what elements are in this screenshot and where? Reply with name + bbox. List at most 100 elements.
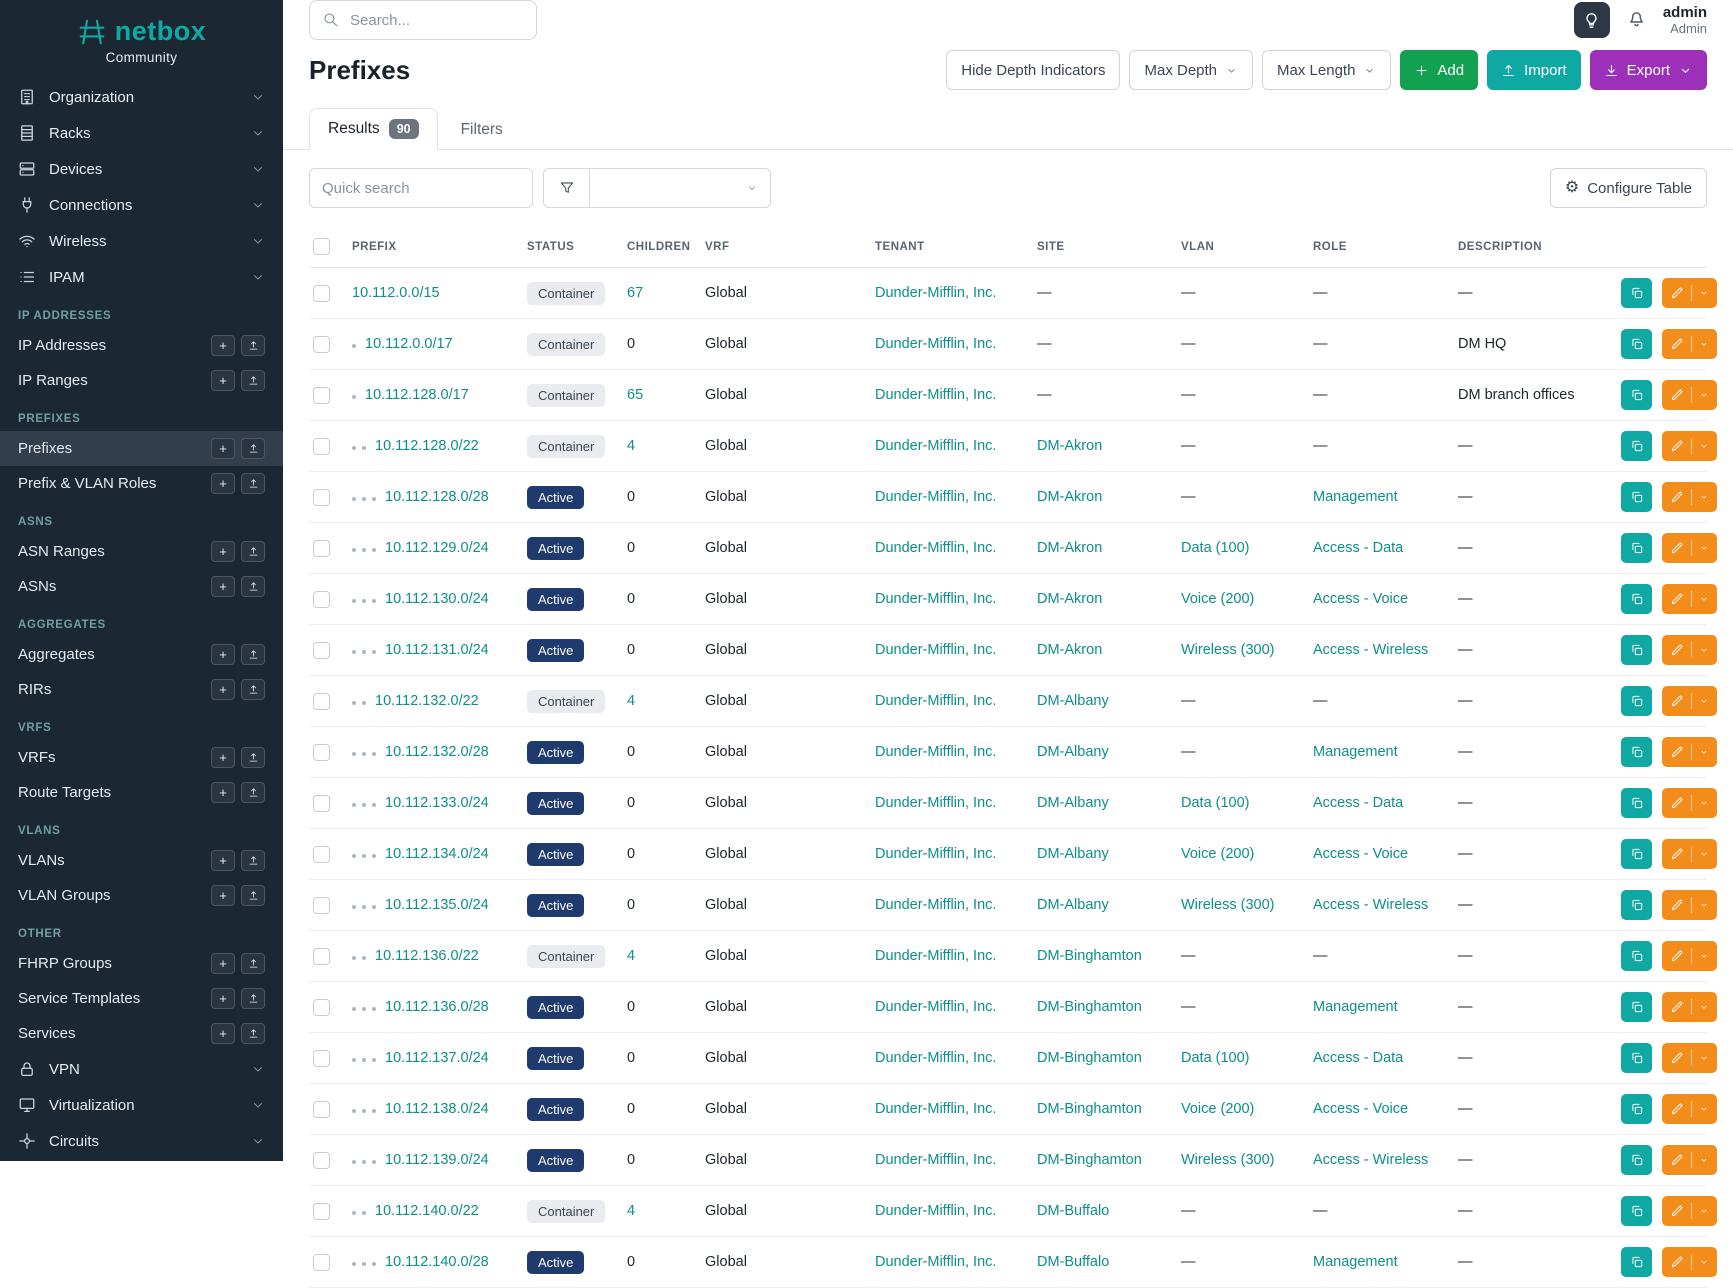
edit-button[interactable] [1662, 737, 1718, 767]
sidebar-item-vlans[interactable]: VLANs + [0, 843, 283, 878]
row-checkbox[interactable] [313, 794, 330, 812]
edit-button[interactable] [1662, 1145, 1718, 1175]
row-checkbox[interactable] [313, 845, 330, 863]
edit-button[interactable] [1662, 533, 1718, 563]
prefix-link[interactable]: 10.112.128.0/17 [365, 387, 469, 403]
max-length-dropdown[interactable]: Max Length [1262, 50, 1392, 90]
row-checkbox[interactable] [313, 386, 330, 404]
prefix-link[interactable]: 10.112.134.0/24 [385, 846, 489, 862]
edit-button[interactable] [1662, 431, 1718, 461]
sidebar-item-asn-ranges[interactable]: ASN Ranges + [0, 534, 283, 569]
prefix-link[interactable]: 10.112.131.0/24 [385, 642, 489, 658]
copy-button[interactable] [1621, 533, 1652, 563]
children-count[interactable]: 4 [627, 438, 636, 454]
select-all-checkbox[interactable] [313, 238, 330, 255]
children-count[interactable]: 4 [627, 693, 636, 709]
prefix-link[interactable]: 10.112.129.0/24 [385, 540, 489, 556]
sidebar-item-circuits[interactable]: Circuits [0, 1123, 283, 1159]
edit-button[interactable] [1662, 1247, 1718, 1277]
column-header-vlan[interactable]: VLAN [1172, 226, 1304, 268]
copy-button[interactable] [1621, 788, 1652, 818]
prefix-link[interactable]: 10.112.128.0/22 [375, 438, 479, 454]
row-checkbox[interactable] [313, 998, 330, 1016]
quick-add-button[interactable]: + [211, 370, 235, 391]
quick-import-button[interactable] [241, 782, 265, 803]
quick-add-button[interactable]: + [211, 782, 235, 803]
prefix-link[interactable]: 10.112.136.0/28 [385, 999, 489, 1015]
prefix-link[interactable]: 10.112.136.0/22 [375, 948, 479, 964]
quick-import-button[interactable] [241, 370, 265, 391]
row-checkbox[interactable] [313, 284, 330, 302]
quick-add-button[interactable]: + [211, 644, 235, 665]
edit-button[interactable] [1662, 686, 1718, 716]
prefix-link[interactable]: 10.112.140.0/28 [385, 1254, 489, 1270]
column-header-tenant[interactable]: TENANT [866, 226, 1028, 268]
row-checkbox[interactable] [313, 896, 330, 914]
edit-button[interactable] [1662, 788, 1718, 818]
column-header-role[interactable]: ROLE [1304, 226, 1449, 268]
sidebar-item-ip-addresses[interactable]: IP Addresses + [0, 328, 283, 363]
quick-add-button[interactable]: + [211, 747, 235, 768]
prefix-link[interactable]: 10.112.132.0/28 [385, 744, 489, 760]
children-count[interactable]: 4 [627, 1203, 636, 1219]
quick-add-button[interactable]: + [211, 988, 235, 1009]
quick-import-button[interactable] [241, 335, 265, 356]
row-checkbox[interactable] [313, 641, 330, 659]
column-header-children[interactable]: CHILDREN [618, 226, 696, 268]
row-checkbox[interactable] [313, 539, 330, 557]
sidebar-item-racks[interactable]: Racks [0, 115, 283, 151]
quick-add-button[interactable]: + [211, 850, 235, 871]
column-header-description[interactable]: DESCRIPTION [1449, 226, 1612, 268]
quick-import-button[interactable] [241, 953, 265, 974]
dark-mode-toggle[interactable] [1573, 2, 1610, 38]
quick-import-button[interactable] [241, 747, 265, 768]
quick-import-button[interactable] [241, 988, 265, 1009]
quick-import-button[interactable] [241, 541, 265, 562]
quick-search-input[interactable] [309, 168, 533, 208]
sidebar-item-organization[interactable]: Organization [0, 79, 283, 115]
quick-add-button[interactable]: + [211, 541, 235, 562]
quick-import-button[interactable] [241, 438, 265, 459]
sidebar-item-asns[interactable]: ASNs + [0, 569, 283, 604]
copy-button[interactable] [1621, 431, 1652, 461]
tab-results[interactable]: Results 90 [309, 108, 438, 150]
sidebar-item-virtualization[interactable]: Virtualization [0, 1087, 283, 1123]
sidebar-item-service-templates[interactable]: Service Templates + [0, 981, 283, 1016]
sidebar-item-prefixes[interactable]: Prefixes + [0, 431, 283, 466]
sidebar-item-services[interactable]: Services + [0, 1016, 283, 1051]
global-search-input[interactable] [309, 0, 537, 40]
quick-import-button[interactable] [241, 576, 265, 597]
row-checkbox[interactable] [313, 692, 330, 710]
edit-button[interactable] [1662, 839, 1718, 869]
edit-button[interactable] [1662, 992, 1718, 1022]
row-checkbox[interactable] [313, 488, 330, 506]
row-checkbox[interactable] [313, 335, 330, 353]
quick-add-button[interactable]: + [211, 576, 235, 597]
edit-button[interactable] [1662, 329, 1718, 359]
prefix-link[interactable]: 10.112.137.0/24 [385, 1050, 489, 1066]
sidebar-item-ip-ranges[interactable]: IP Ranges + [0, 363, 283, 398]
export-button[interactable]: Export [1589, 50, 1707, 90]
quick-add-button[interactable]: + [211, 953, 235, 974]
row-checkbox[interactable] [313, 743, 330, 761]
edit-button[interactable] [1662, 380, 1718, 410]
copy-button[interactable] [1621, 1043, 1652, 1073]
prefix-link[interactable]: 10.112.139.0/24 [385, 1152, 489, 1168]
column-header-site[interactable]: SITE [1028, 226, 1172, 268]
prefix-link[interactable]: 10.112.0.0/15 [352, 285, 440, 301]
prefix-link[interactable]: 10.112.0.0/17 [365, 336, 453, 352]
edit-button[interactable] [1662, 482, 1718, 512]
prefix-link[interactable]: 10.112.130.0/24 [385, 591, 489, 607]
copy-button[interactable] [1621, 686, 1652, 716]
prefix-link[interactable]: 10.112.128.0/28 [385, 489, 489, 505]
prefix-link[interactable]: 10.112.140.0/22 [375, 1203, 479, 1219]
import-button[interactable]: Import [1487, 50, 1581, 90]
quick-add-button[interactable]: + [211, 679, 235, 700]
sidebar-item-prefix-vlan-roles[interactable]: Prefix & VLAN Roles + [0, 466, 283, 501]
edit-button[interactable] [1662, 890, 1718, 920]
quick-add-button[interactable]: + [211, 438, 235, 459]
row-checkbox[interactable] [313, 1151, 330, 1169]
sidebar-item-vlan-groups[interactable]: VLAN Groups + [0, 878, 283, 913]
edit-button[interactable] [1662, 635, 1718, 665]
sidebar-item-vpn[interactable]: VPN [0, 1051, 283, 1087]
